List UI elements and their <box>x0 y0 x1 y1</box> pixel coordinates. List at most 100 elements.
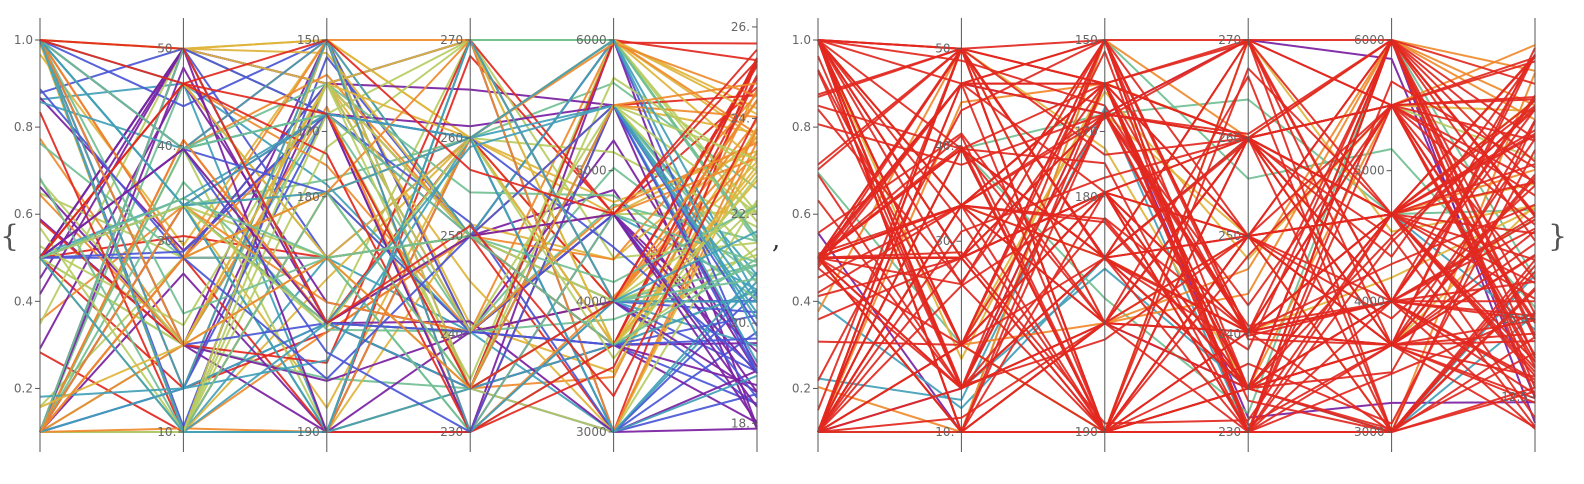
series-line <box>817 108 1536 325</box>
tick-label: 170 <box>1075 124 1098 138</box>
series-line <box>39 197 758 346</box>
series-line <box>39 82 758 433</box>
series-line <box>39 147 758 408</box>
list-separator: , <box>772 225 780 255</box>
series-line <box>817 39 1536 333</box>
series-line <box>39 39 758 433</box>
series-line <box>817 39 1536 390</box>
tick-label: 190 <box>297 425 320 439</box>
tick-label: 1.0 <box>14 33 33 47</box>
parallel-plot-left: 1.0 0.8 0.6 0.4 0.2 50. 40. 30. 10. 150 170 180 190 2… <box>14 18 758 452</box>
tick-label: 260 <box>440 131 463 145</box>
tick-label: 5000 <box>1354 164 1385 178</box>
series-line <box>39 141 758 433</box>
tick-label: 260 <box>1218 131 1241 145</box>
series-line <box>817 39 1536 433</box>
series-line <box>817 55 1536 433</box>
tick-label: 230 <box>440 425 463 439</box>
series-line <box>39 39 758 390</box>
series-line <box>39 42 758 433</box>
tick-label: 6000 <box>576 33 607 47</box>
series-line <box>39 105 758 433</box>
tick-label: 4000 <box>576 294 607 308</box>
tick-label: 15.0 <box>1501 312 1528 326</box>
tick-label: 5000 <box>576 164 607 178</box>
series-line <box>39 39 758 433</box>
tick-label: 0.4 <box>792 294 811 308</box>
tick-label: 270 <box>440 33 463 47</box>
tick-label: 270 <box>1218 33 1241 47</box>
tick-label: 0.6 <box>792 207 811 221</box>
series-line <box>817 47 1536 433</box>
series-line <box>817 39 1536 433</box>
tick-label: 10. <box>157 425 176 439</box>
tick-label: 150 <box>297 33 320 47</box>
tick-label: 40. <box>935 139 954 153</box>
parallel-plot-right: 1.0 0.8 0.6 0.4 0.2 50. 40. 30. 10. 150 170 180 190 2… <box>792 18 1536 452</box>
tick-label: 190 <box>1075 425 1098 439</box>
tick-label: 12.5 <box>1501 390 1528 404</box>
tick-label: 170 <box>297 124 320 138</box>
series-line <box>39 213 758 433</box>
tick-label: 22. <box>731 207 750 221</box>
tick-label: 0.2 <box>14 381 33 395</box>
tick-label: 230 <box>1218 425 1241 439</box>
tick-label: 180 <box>297 190 320 204</box>
series-line <box>817 54 1536 433</box>
tick-label: 20. <box>731 316 750 330</box>
tick-label: 250 <box>440 229 463 243</box>
series-line <box>817 213 1536 433</box>
tick-label: 0.6 <box>14 207 33 221</box>
tick-label: 10. <box>935 425 954 439</box>
tick-label: 1.0 <box>792 33 811 47</box>
list-open-brace: { <box>0 219 19 254</box>
series-line <box>817 47 1536 433</box>
series-line <box>817 47 1536 216</box>
series-line <box>817 82 1536 433</box>
series-line <box>818 39 1536 419</box>
tick-label: 150 <box>1075 33 1098 47</box>
series-line <box>817 39 1536 433</box>
list-close-brace: } <box>1548 219 1567 254</box>
tick-label: 30. <box>157 234 176 248</box>
series-line <box>818 94 1536 433</box>
series-line <box>818 39 1536 433</box>
tick-label: 50. <box>935 42 954 56</box>
tick-label: 3000 <box>576 425 607 439</box>
series-line <box>39 39 758 364</box>
series-line <box>817 47 1536 259</box>
series-line <box>39 39 758 398</box>
tick-label: 4000 <box>1354 294 1385 308</box>
series-line <box>39 137 758 360</box>
tick-label: 0.4 <box>14 294 33 308</box>
series-line <box>817 39 1536 433</box>
tick-label: 250 <box>1218 229 1241 243</box>
tick-label: 30. <box>935 234 954 248</box>
series-line <box>39 65 758 390</box>
series-line <box>39 39 758 433</box>
tick-label: 18. <box>731 416 750 430</box>
series-line <box>817 119 1536 433</box>
series-line <box>817 104 1536 433</box>
series-line <box>39 39 758 428</box>
series-line <box>39 39 758 346</box>
tick-label: 40. <box>157 139 176 153</box>
series-line <box>817 39 1536 259</box>
series-line <box>39 82 758 409</box>
tick-label: 50. <box>157 42 176 56</box>
tick-label: 180 <box>1075 190 1098 204</box>
series-line <box>39 39 758 216</box>
tick-label: 26. <box>731 20 750 34</box>
tick-label: 240 <box>1218 327 1241 341</box>
tick-label: 0.8 <box>14 120 33 134</box>
tick-label: 240 <box>440 327 463 341</box>
series-line <box>817 39 1536 390</box>
series-line <box>39 82 758 346</box>
tick-label: 0.8 <box>792 120 811 134</box>
tick-label: 24. <box>731 111 750 125</box>
series-line <box>39 39 758 390</box>
tick-label: 3000 <box>1354 425 1385 439</box>
series-line <box>39 88 758 380</box>
series-line <box>39 39 758 433</box>
